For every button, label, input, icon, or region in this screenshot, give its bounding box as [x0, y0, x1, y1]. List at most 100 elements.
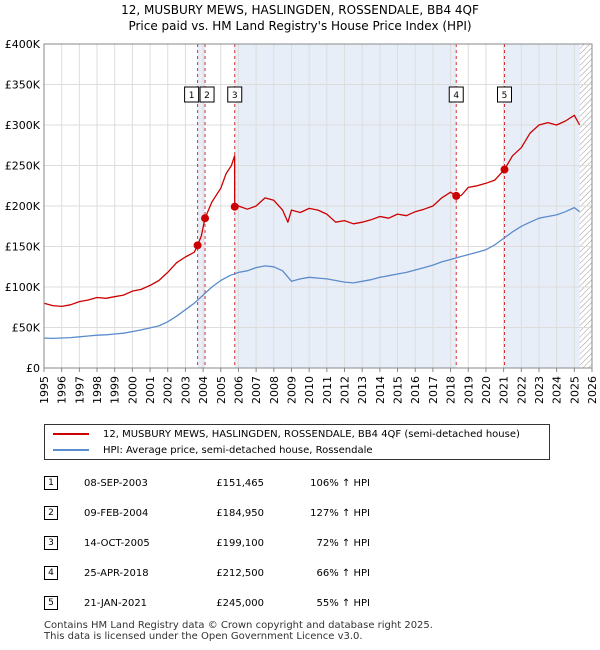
x-tick-label: 2013	[356, 376, 369, 404]
x-tick-label: 2012	[339, 376, 352, 404]
y-tick-label: £100K	[5, 281, 41, 294]
x-tick-label: 2016	[409, 376, 422, 404]
sale-point	[452, 191, 461, 200]
sale-label-text: 2	[204, 91, 210, 101]
legend-swatch-blue	[53, 449, 89, 451]
x-tick-label: 1997	[73, 376, 86, 404]
y-tick-label: £400K	[5, 38, 41, 51]
x-tick-label: 2015	[392, 376, 405, 404]
y-tick-label: £150K	[5, 241, 41, 254]
x-tick-label: 2007	[250, 376, 263, 404]
sale-date: 21-JAN-2021	[84, 598, 148, 609]
sale-label-box	[184, 86, 200, 103]
footer-licence: This data is licensed under the Open Gov…	[44, 631, 363, 642]
price-chart: £0 £50K £100K £150K £200K £250K £300K £350K £400…	[5, 38, 599, 404]
table-row: 4 25-APR-2018 £212,500 66% ↑ HPI	[0, 564, 600, 584]
sale-number-badge: 5	[44, 596, 58, 610]
sale-price: £151,465	[216, 478, 264, 489]
sale-label-text: 5	[502, 91, 508, 101]
x-tick-label: 2006	[232, 376, 245, 404]
table-row: 3 14-OCT-2005 £199,100 72% ↑ HPI	[0, 534, 600, 554]
sale-point	[500, 165, 509, 174]
sale-label: 4	[448, 86, 464, 103]
x-tick-label: 2009	[285, 376, 298, 404]
x-tick-label: 1998	[91, 376, 104, 404]
sale-hpi-change: 55% ↑ HPI	[316, 598, 370, 609]
sale-hpi-change: 106% ↑ HPI	[310, 478, 370, 489]
legend-swatch-red	[53, 433, 89, 435]
y-tick-label: £250K	[5, 160, 41, 173]
sale-price: £245,000	[216, 598, 264, 609]
x-tick-label: 2005	[215, 376, 228, 404]
y-tick-label: £300K	[5, 119, 41, 132]
sale-label-text: 4	[453, 91, 459, 101]
series-lines	[43, 114, 581, 340]
legend-label-price: 12, MUSBURY MEWS, HASLINGDEN, ROSSENDALE…	[103, 429, 520, 440]
y-tick-label: £350K	[5, 79, 41, 92]
x-tick-label: 2018	[445, 376, 458, 404]
x-tick-label: 2024	[551, 376, 564, 404]
sale-points	[193, 165, 509, 250]
legend-item-hpi: HPI: Average price, semi-detached house,…	[53, 443, 373, 459]
sale-number-badge: 4	[44, 566, 58, 580]
x-tick-label: 1999	[109, 376, 122, 404]
legend: 12, MUSBURY MEWS, HASLINGDEN, ROSSENDALE…	[44, 424, 550, 460]
x-tick-label: 2022	[515, 376, 528, 404]
hpi-series-line	[43, 206, 580, 340]
sale-number-badge: 2	[44, 506, 58, 520]
sale-number-badge: 3	[44, 536, 58, 550]
footer-copyright: Contains HM Land Registry data © Crown c…	[44, 620, 433, 631]
sale-hpi-change: 66% ↑ HPI	[316, 568, 370, 579]
sale-number-badge: 1	[44, 476, 58, 490]
sale-label-text: 3	[232, 91, 238, 101]
x-tick-label: 2019	[462, 376, 475, 404]
x-tick-label: 2014	[374, 376, 387, 404]
title-line-1: 12, MUSBURY MEWS, HASLINGDEN, ROSSENDALE…	[121, 3, 479, 17]
x-tick-label: 2020	[480, 376, 493, 404]
x-tick-label: 2010	[303, 376, 316, 404]
footer: Contains HM Land Registry data © Crown c…	[44, 620, 433, 642]
sale-hpi-change: 72% ↑ HPI	[316, 538, 370, 549]
sale-label-text: 1	[189, 91, 195, 101]
plot-frame	[43, 43, 593, 369]
y-tick-label: £50K	[12, 322, 41, 335]
sale-label: 1	[184, 86, 200, 103]
y-tick-label: £200K	[5, 200, 41, 213]
sale-price: £212,500	[216, 568, 264, 579]
sale-price: £199,100	[216, 538, 264, 549]
x-tick-label: 2008	[268, 376, 281, 404]
sale-label-box	[199, 86, 215, 103]
axes: £0 £50K £100K £150K £200K £250K £300K £350K £400…	[5, 38, 599, 404]
legend-label-hpi: HPI: Average price, semi-detached house,…	[103, 445, 373, 456]
x-tick-label: 2002	[162, 376, 175, 404]
sale-label: 2	[199, 86, 215, 103]
sale-point	[201, 214, 210, 223]
x-tick-label: 1996	[56, 376, 69, 404]
sale-label: 3	[227, 86, 243, 103]
price-series-line	[43, 114, 581, 308]
x-tick-label: 1995	[38, 376, 51, 404]
x-tick-label: 2021	[498, 376, 511, 404]
sale-date: 25-APR-2018	[84, 568, 149, 579]
y-tick-label: £0	[26, 362, 40, 375]
title-line-2: Price paid vs. HM Land Registry's House …	[128, 19, 472, 33]
sale-label: 5	[496, 86, 512, 103]
sale-label-box	[496, 86, 512, 103]
sale-point	[193, 241, 202, 250]
sale-label-box	[227, 86, 243, 103]
x-tick-label: 2004	[197, 376, 210, 404]
sale-date: 08-SEP-2003	[84, 478, 148, 489]
table-row: 2 09-FEB-2004 £184,950 127% ↑ HPI	[0, 504, 600, 524]
sale-price: £184,950	[216, 508, 264, 519]
x-tick-label: 2011	[321, 376, 334, 404]
sale-date: 14-OCT-2005	[84, 538, 150, 549]
legend-item-price: 12, MUSBURY MEWS, HASLINGDEN, ROSSENDALE…	[53, 427, 520, 443]
x-tick-label: 2023	[533, 376, 546, 404]
table-row: 1 08-SEP-2003 £151,465 106% ↑ HPI	[0, 474, 600, 494]
sale-point	[230, 202, 239, 211]
chart-title: 12, MUSBURY MEWS, HASLINGDEN, ROSSENDALE…	[0, 2, 600, 34]
sale-label-box	[448, 86, 464, 103]
sale-date: 09-FEB-2004	[84, 508, 149, 519]
x-tick-label: 2026	[586, 376, 599, 404]
